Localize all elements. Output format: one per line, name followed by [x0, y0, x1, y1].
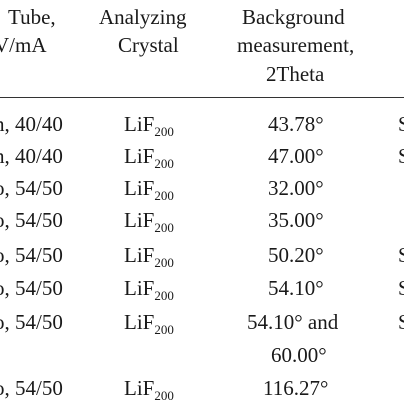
row-7-bg: 54.10° and [247, 310, 339, 334]
row-2-crystal: LiF200 [124, 144, 174, 171]
row-6-tube: o, 54/50 [0, 276, 63, 300]
row-1-s: S [398, 112, 404, 136]
row-3-crystal-sub: 200 [154, 188, 174, 203]
row-5-crystal-text: LiF [124, 243, 155, 267]
row-8-tube: o, 54/50 [0, 376, 63, 400]
row-5-bg: 50.20° [268, 243, 324, 267]
row-5-tube: o, 54/50 [0, 243, 63, 267]
row-6-crystal: LiF200 [124, 276, 174, 303]
row-6-bg: 54.10° [268, 276, 324, 300]
header-crystal-line2: Crystal [118, 33, 179, 57]
row-8-bg: 116.27° [263, 376, 329, 400]
row-3-tube: o, 54/50 [0, 176, 63, 200]
row-4-crystal-text: LiF [124, 208, 155, 232]
header-tube-line2: V/mA [0, 33, 47, 57]
header-bg-line2: measurement, [237, 33, 355, 57]
row-7-bg-line2: 60.00° [271, 343, 327, 367]
row-7-crystal-text: LiF [124, 310, 155, 334]
row-7-crystal: LiF200 [124, 310, 174, 337]
row-5-crystal: LiF200 [124, 243, 174, 270]
row-3-crystal: LiF200 [124, 176, 174, 203]
row-7-crystal-sub: 200 [154, 322, 174, 337]
header-rule [0, 97, 404, 98]
row-4-bg: 35.00° [268, 208, 324, 232]
row-3-bg: 32.00° [268, 176, 324, 200]
row-6-s: S [398, 276, 404, 300]
row-2-bg: 47.00° [268, 144, 324, 168]
header-tube-line1: Tube, [8, 5, 56, 29]
header-bg-line3: 2Theta [266, 62, 325, 86]
row-1-crystal: LiF200 [124, 112, 174, 139]
row-1-crystal-text: LiF [124, 112, 155, 136]
row-4-tube: o, 54/50 [0, 208, 63, 232]
row-8-crystal: LiF200 [124, 376, 174, 403]
header-bg-line1: Background [242, 5, 345, 29]
row-2-s: S [398, 144, 404, 168]
row-6-crystal-text: LiF [124, 276, 155, 300]
row-7-s: S [398, 310, 404, 334]
row-2-crystal-text: LiF [124, 144, 155, 168]
row-2-tube: h, 40/40 [0, 144, 63, 168]
row-2-crystal-sub: 200 [154, 156, 174, 171]
row-4-crystal: LiF200 [124, 208, 174, 235]
row-1-crystal-sub: 200 [154, 124, 174, 139]
row-1-bg: 43.78° [268, 112, 324, 136]
header-crystal-line1: Analyzing [99, 5, 187, 29]
row-5-s: S [398, 243, 404, 267]
row-4-crystal-sub: 200 [154, 220, 174, 235]
row-5-crystal-sub: 200 [154, 255, 174, 270]
row-8-crystal-sub: 200 [154, 388, 174, 403]
row-6-crystal-sub: 200 [154, 288, 174, 303]
row-7-tube: o, 54/50 [0, 310, 63, 334]
row-8-crystal-text: LiF [124, 376, 155, 400]
row-3-crystal-text: LiF [124, 176, 155, 200]
row-1-tube: h, 40/40 [0, 112, 63, 136]
